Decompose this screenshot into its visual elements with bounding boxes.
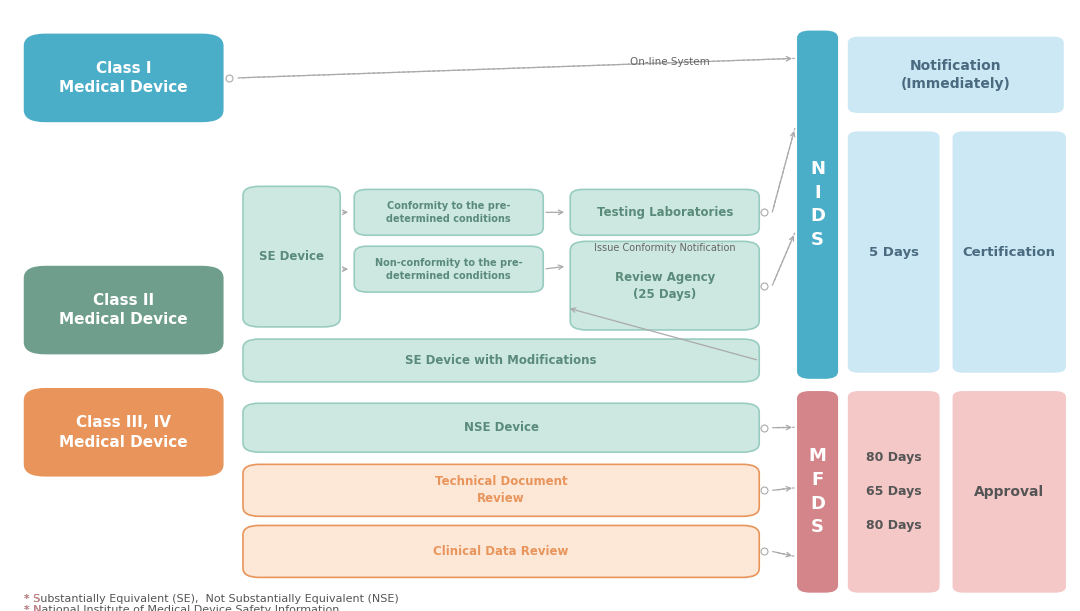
FancyBboxPatch shape <box>797 391 838 593</box>
FancyBboxPatch shape <box>797 31 838 379</box>
Text: SE Device with Modifications: SE Device with Modifications <box>405 354 597 367</box>
Text: Class III, IV
Medical Device: Class III, IV Medical Device <box>59 415 188 450</box>
Text: N
I
D
S: N I D S <box>810 160 825 249</box>
Text: Non-conformity to the pre-
determined conditions: Non-conformity to the pre- determined co… <box>375 258 523 280</box>
Text: Clinical Data Review: Clinical Data Review <box>433 545 569 558</box>
Text: Notification
(Immediately): Notification (Immediately) <box>901 59 1011 91</box>
Text: * National Institute of Medical Device Safety Information: * National Institute of Medical Device S… <box>24 605 339 611</box>
FancyBboxPatch shape <box>24 388 224 477</box>
FancyBboxPatch shape <box>848 391 940 593</box>
Text: Approval: Approval <box>974 485 1044 499</box>
FancyBboxPatch shape <box>243 525 759 577</box>
FancyBboxPatch shape <box>848 37 1064 113</box>
FancyBboxPatch shape <box>24 266 224 354</box>
FancyBboxPatch shape <box>953 391 1066 593</box>
FancyBboxPatch shape <box>848 131 940 373</box>
Text: Review Agency
(25 Days): Review Agency (25 Days) <box>615 271 715 301</box>
FancyBboxPatch shape <box>570 189 759 235</box>
FancyBboxPatch shape <box>354 189 543 235</box>
FancyBboxPatch shape <box>953 131 1066 373</box>
FancyBboxPatch shape <box>570 241 759 330</box>
Text: SE Device: SE Device <box>259 250 324 263</box>
Text: Conformity to the pre-
determined conditions: Conformity to the pre- determined condit… <box>387 201 511 224</box>
Text: On-line System: On-line System <box>630 57 710 67</box>
Text: Certification: Certification <box>962 246 1056 258</box>
FancyBboxPatch shape <box>243 403 759 452</box>
FancyBboxPatch shape <box>354 246 543 292</box>
Text: Issue Conformity Notification: Issue Conformity Notification <box>594 243 735 252</box>
FancyBboxPatch shape <box>243 339 759 382</box>
Text: 80 Days

65 Days

80 Days: 80 Days 65 Days 80 Days <box>866 452 921 532</box>
Text: NSE Device: NSE Device <box>463 421 539 434</box>
FancyBboxPatch shape <box>24 34 224 122</box>
Text: Class II
Medical Device: Class II Medical Device <box>59 293 188 327</box>
Text: * S: * S <box>24 594 40 604</box>
FancyBboxPatch shape <box>243 186 340 327</box>
Text: Testing Laboratories: Testing Laboratories <box>596 206 733 219</box>
Text: Technical Document
Review: Technical Document Review <box>435 475 567 505</box>
Text: * Substantially Equivalent (SE),  Not Substantially Equivalent (NSE): * Substantially Equivalent (SE), Not Sub… <box>24 594 399 604</box>
Text: * N: * N <box>24 605 41 611</box>
Text: Class I
Medical Device: Class I Medical Device <box>59 60 188 95</box>
Text: M
F
D
S: M F D S <box>809 447 826 536</box>
FancyBboxPatch shape <box>243 464 759 516</box>
Text: 5 Days: 5 Days <box>868 246 919 258</box>
